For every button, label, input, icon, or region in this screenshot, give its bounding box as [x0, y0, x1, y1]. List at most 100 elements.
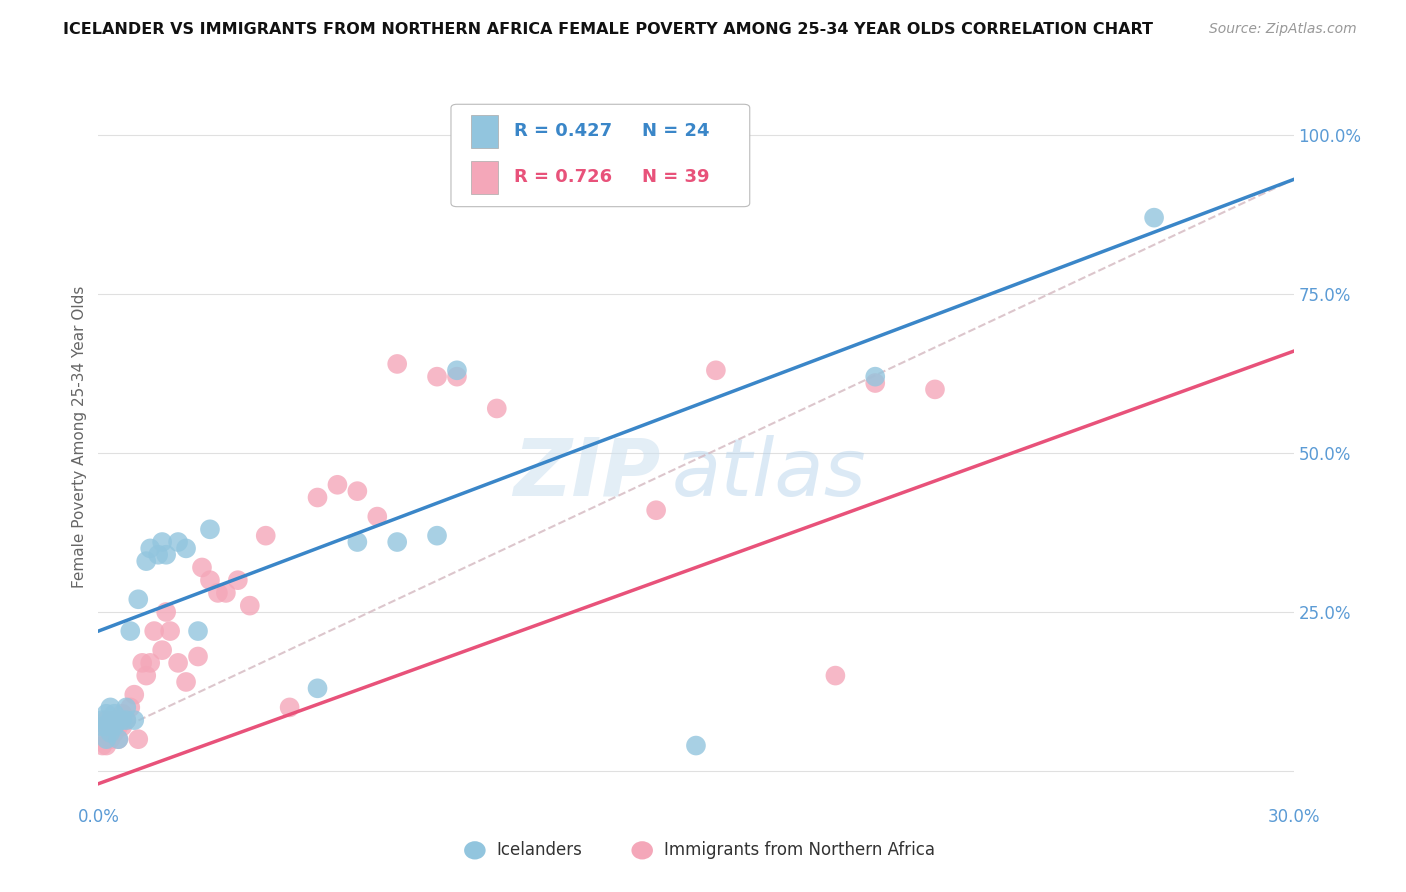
Point [111, 713, 134, 727]
Point [865, 376, 887, 390]
Point [96, 739, 118, 753]
Bar [471, 161, 498, 194]
Point [98, 719, 122, 733]
Point [187, 649, 209, 664]
Point [98, 732, 122, 747]
Point [96, 719, 118, 733]
Text: atlas: atlas [672, 434, 868, 513]
FancyBboxPatch shape [451, 104, 749, 207]
Point [98, 700, 122, 714]
Point [96, 719, 118, 733]
Text: Immigrants from Northern Africa: Immigrants from Northern Africa [664, 841, 935, 859]
Point [115, 713, 138, 727]
Text: ZIP: ZIP [513, 434, 661, 513]
Point [198, 573, 221, 587]
Point [865, 369, 887, 384]
Point [148, 548, 170, 562]
Point [107, 713, 129, 727]
Point [96, 706, 118, 721]
Point [645, 503, 668, 517]
Point [254, 529, 277, 543]
Point [115, 713, 138, 727]
Point [155, 548, 177, 562]
Point [446, 369, 468, 384]
Text: R = 0.427: R = 0.427 [515, 122, 613, 140]
Point [143, 624, 166, 638]
Text: ICELANDER VS IMMIGRANTS FROM NORTHERN AFRICA FEMALE POVERTY AMONG 25-34 YEAR OLD: ICELANDER VS IMMIGRANTS FROM NORTHERN AF… [63, 22, 1153, 37]
Point [103, 726, 125, 740]
Text: Source: ZipAtlas.com: Source: ZipAtlas.com [1209, 22, 1357, 37]
Point [91, 719, 114, 733]
Point [485, 401, 508, 416]
Point [107, 719, 129, 733]
Point [426, 529, 449, 543]
Point [278, 700, 301, 714]
Point [685, 739, 707, 753]
Bar [471, 115, 498, 148]
Point [127, 592, 149, 607]
Point [326, 477, 349, 491]
Point [385, 535, 409, 549]
Text: N = 24: N = 24 [643, 122, 710, 140]
Text: N = 39: N = 39 [643, 169, 710, 186]
Point [187, 624, 209, 638]
Point [207, 586, 229, 600]
Point [120, 624, 142, 638]
Point [307, 681, 329, 696]
Point [91, 713, 114, 727]
Point [139, 656, 162, 670]
Ellipse shape [631, 841, 652, 860]
Point [159, 624, 181, 638]
Point [724, 160, 747, 174]
Point [98, 726, 122, 740]
Point [924, 383, 946, 397]
Point [191, 560, 214, 574]
Point [135, 554, 157, 568]
Point [111, 719, 134, 733]
Point [174, 541, 197, 556]
Point [120, 700, 142, 714]
Point [103, 713, 125, 727]
Point [139, 541, 162, 556]
Point [155, 605, 177, 619]
Point [346, 535, 368, 549]
Point [167, 656, 190, 670]
Point [91, 739, 114, 753]
Point [103, 706, 125, 721]
Ellipse shape [464, 841, 485, 860]
Point [150, 535, 173, 549]
Point [239, 599, 262, 613]
Point [91, 726, 114, 740]
Point [96, 732, 118, 747]
Point [124, 688, 146, 702]
Point [98, 713, 122, 727]
Point [167, 535, 190, 549]
Point [824, 668, 846, 682]
Point [96, 713, 118, 727]
Point [198, 522, 221, 536]
Point [111, 706, 134, 721]
Point [446, 363, 468, 377]
Text: Icelanders: Icelanders [496, 841, 582, 859]
Y-axis label: Female Poverty Among 25-34 Year Olds: Female Poverty Among 25-34 Year Olds [72, 286, 87, 588]
Point [135, 668, 157, 682]
Point [215, 586, 238, 600]
Point [124, 713, 146, 727]
Text: R = 0.726: R = 0.726 [515, 169, 613, 186]
Point [385, 357, 409, 371]
Point [307, 491, 329, 505]
Point [103, 719, 125, 733]
Point [107, 732, 129, 747]
Point [131, 656, 153, 670]
Point [226, 573, 249, 587]
Point [346, 484, 368, 499]
Point [366, 509, 388, 524]
Point [174, 675, 197, 690]
Point [704, 363, 727, 377]
Point [150, 643, 173, 657]
Point [426, 369, 449, 384]
Point [1143, 211, 1166, 225]
Point [127, 732, 149, 747]
Point [107, 732, 129, 747]
Point [115, 700, 138, 714]
